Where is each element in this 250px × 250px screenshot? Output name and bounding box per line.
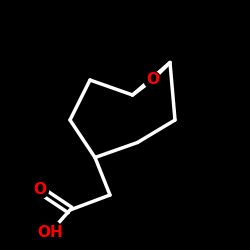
Circle shape	[144, 72, 161, 88]
Text: O: O	[34, 182, 46, 198]
Text: O: O	[146, 72, 159, 88]
Circle shape	[38, 220, 62, 245]
Circle shape	[32, 182, 48, 198]
Text: OH: OH	[37, 225, 63, 240]
